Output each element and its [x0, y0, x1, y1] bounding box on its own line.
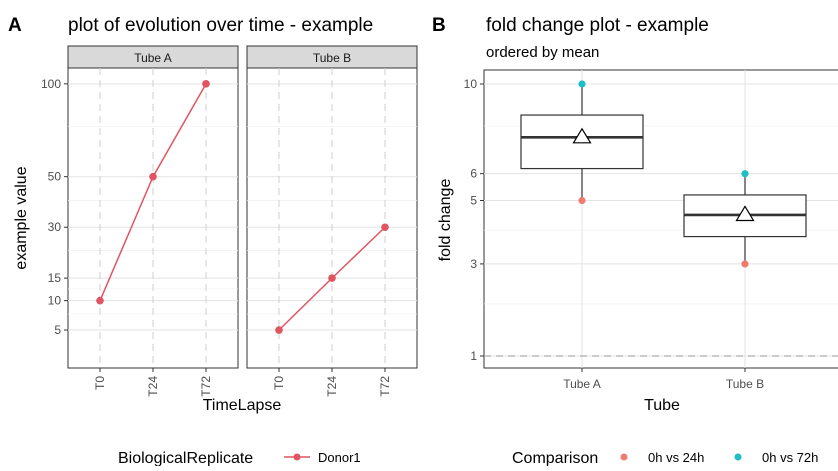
- legend-donor1-point: [293, 453, 301, 461]
- y-tick-label: 5: [470, 194, 477, 208]
- panel-a-y-axis: 5 10 15 30 50 100: [41, 77, 68, 337]
- panel-b-legend-title: Comparison: [512, 450, 598, 466]
- point-tube-a-t24: [149, 172, 157, 181]
- point-tube-a-0h-vs-24h: [578, 196, 586, 205]
- panel-a-x-axis: T0 T24 T72 T0 T24 T72: [93, 368, 392, 397]
- box-tube-a-mean-triangle: [572, 127, 592, 144]
- x-tick-label: T72: [199, 376, 213, 397]
- panel-b-y-axis-title: fold change: [437, 179, 454, 262]
- legend-donor1-label: Donor1: [318, 450, 361, 465]
- y-tick-label: 50: [48, 170, 62, 184]
- x-tick-label: T0: [272, 376, 286, 390]
- legend-0h-vs-24h-label: 0h vs 24h: [648, 450, 704, 465]
- y-tick-label: 1: [470, 349, 477, 363]
- point-tube-b-0h-vs-24h: [741, 260, 749, 268]
- facet-tube-b-strip-label: Tube B: [313, 51, 351, 65]
- x-tick-label: Tube A: [563, 377, 601, 391]
- panel-a-title: plot of evolution over time - example: [68, 15, 373, 36]
- y-tick-label: 100: [41, 77, 61, 91]
- point-tube-b-t0: [275, 326, 283, 334]
- panel-b-legend: Comparison 0h vs 24h 0h vs 72h: [512, 450, 818, 467]
- point-tube-b-0h-vs-72h: [741, 170, 749, 178]
- x-tick-label: T24: [146, 376, 160, 397]
- x-tick-label: T24: [325, 376, 339, 397]
- box-tube-b-mean-triangle: [735, 205, 755, 222]
- panel-a-legend: BiologicalReplicate Donor1: [118, 450, 361, 467]
- y-tick-label: 30: [48, 220, 62, 234]
- x-tick-label: T72: [378, 376, 392, 397]
- panel-b-marks: [520, 80, 807, 268]
- legend-0h-vs-72h-point: [734, 453, 742, 461]
- panel-a-x-axis-title: TimeLapse: [203, 397, 282, 414]
- panel-a-legend-title: BiologicalReplicate: [118, 450, 253, 466]
- y-tick-label: 5: [54, 323, 61, 337]
- panel-a-letter: A: [8, 15, 22, 36]
- panel-a-y-axis-title: example value: [13, 166, 30, 269]
- point-tube-b-t24: [328, 274, 336, 282]
- point-tube-a-t72: [202, 80, 210, 88]
- facet-tube-a-marks: [96, 80, 210, 305]
- y-tick-label: 3: [470, 257, 477, 271]
- point-tube-a-t0: [96, 296, 104, 305]
- panel-b-letter: B: [432, 15, 446, 36]
- x-tick-label: T0: [93, 376, 107, 390]
- facet-tube-a-strip-label: Tube A: [134, 51, 172, 65]
- point-tube-a-0h-vs-72h: [578, 80, 586, 88]
- legend-0h-vs-72h-label: 0h vs 72h: [762, 450, 818, 465]
- facet-tube-b: Tube B: [246, 45, 418, 369]
- panel-b-title: fold change plot - example: [486, 15, 709, 36]
- y-tick-label: 10: [48, 294, 62, 308]
- legend-0h-vs-24h-point: [620, 453, 628, 461]
- y-tick-label: 6: [470, 167, 477, 181]
- y-tick-label: 15: [48, 271, 62, 285]
- y-tick-label: 10: [464, 77, 478, 91]
- facet-tube-b-marks: [275, 223, 389, 334]
- panel-b-x-axis-title: Tube: [644, 397, 680, 414]
- panel-b-subtitle: ordered by mean: [486, 44, 599, 61]
- panel-b-plot: [483, 69, 838, 369]
- panel-b-y-axis: 1 3 5 6 10: [464, 77, 484, 363]
- x-tick-label: Tube B: [726, 377, 764, 391]
- point-tube-b-t72: [381, 223, 389, 232]
- facet-tube-a: Tube A: [67, 45, 239, 369]
- panel-b-x-axis: Tube A Tube B: [563, 368, 764, 391]
